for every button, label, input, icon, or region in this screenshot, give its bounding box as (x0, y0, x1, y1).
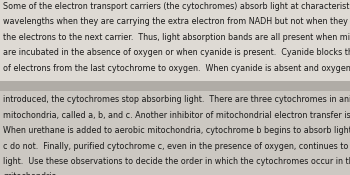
Text: c do not.  Finally, purified cytochrome c, even in the presence of oxygen, conti: c do not. Finally, purified cytochrome c… (3, 142, 350, 150)
FancyBboxPatch shape (0, 0, 350, 81)
Text: introduced, the cytochromes stop absorbing light.  There are three cytochromes i: introduced, the cytochromes stop absorbi… (3, 95, 350, 104)
Text: wavelengths when they are carrying the extra electron from NADH but not when the: wavelengths when they are carrying the e… (3, 18, 350, 26)
Text: mitochondria.: mitochondria. (3, 172, 59, 175)
Text: are incubated in the absence of oxygen or when cyanide is present.  Cyanide bloc: are incubated in the absence of oxygen o… (3, 48, 350, 57)
FancyBboxPatch shape (0, 91, 350, 175)
FancyBboxPatch shape (0, 81, 350, 91)
Text: the electrons to the next carrier.  Thus, light absorption bands are all present: the electrons to the next carrier. Thus,… (3, 33, 350, 42)
Text: light.  Use these observations to decide the order in which the cytochromes occu: light. Use these observations to decide … (3, 157, 350, 166)
Text: mitochondria, called a, b, and c. Another inhibitor of mitochondrial electron tr: mitochondria, called a, b, and c. Anothe… (3, 111, 350, 120)
Text: of electrons from the last cytochrome to oxygen.  When cyanide is absent and oxy: of electrons from the last cytochrome to… (3, 64, 350, 73)
Text: When urethane is added to aerobic mitochondria, cytochrome b begins to absorb li: When urethane is added to aerobic mitoch… (3, 126, 350, 135)
Text: Some of the electron transport carriers (the cytochromes) absorb light at charac: Some of the electron transport carriers … (3, 2, 350, 11)
